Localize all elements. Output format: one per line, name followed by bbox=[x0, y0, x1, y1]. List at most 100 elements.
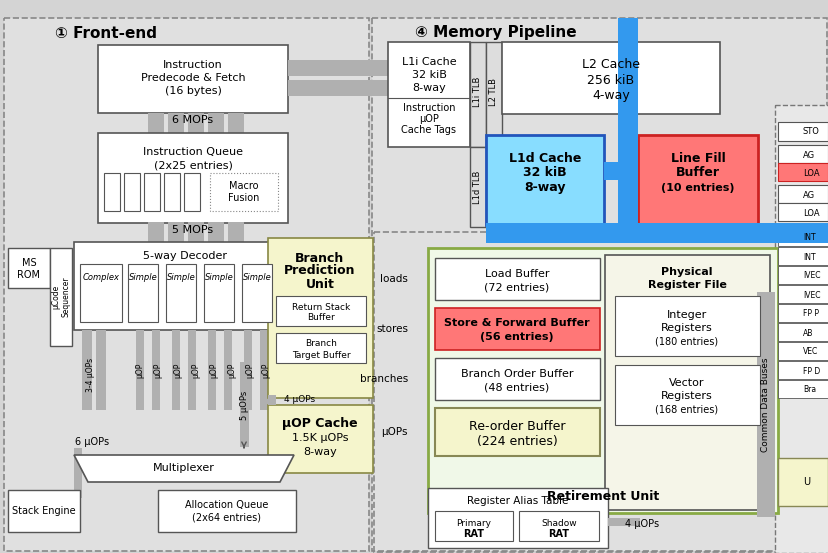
Text: L2 Cache: L2 Cache bbox=[581, 59, 639, 71]
Text: (72 entries): (72 entries) bbox=[484, 282, 549, 292]
Bar bbox=[80, 264, 122, 322]
Text: (2x25 entries): (2x25 entries) bbox=[153, 160, 232, 170]
Text: Fusion: Fusion bbox=[228, 193, 259, 203]
Bar bbox=[184, 173, 200, 211]
Bar bbox=[485, 42, 502, 147]
Text: 5 μOPs: 5 μOPs bbox=[240, 390, 249, 420]
Text: μOP: μOP bbox=[209, 362, 219, 378]
Text: Target Buffer: Target Buffer bbox=[291, 351, 350, 359]
Bar bbox=[607, 518, 639, 526]
Text: AG: AG bbox=[802, 150, 814, 159]
Text: (180 entries): (180 entries) bbox=[655, 336, 718, 346]
Text: Branch: Branch bbox=[295, 252, 344, 264]
Bar bbox=[152, 330, 160, 410]
Text: Instruction Queue: Instruction Queue bbox=[142, 147, 243, 157]
Bar bbox=[98, 133, 287, 223]
Bar bbox=[485, 223, 827, 243]
Bar bbox=[518, 511, 599, 541]
Bar bbox=[435, 408, 599, 456]
Text: 6 μOPs: 6 μOPs bbox=[75, 437, 109, 447]
Text: Cache Tags: Cache Tags bbox=[401, 125, 456, 135]
Text: Line Fill: Line Fill bbox=[670, 152, 724, 164]
Text: Simple: Simple bbox=[243, 274, 271, 283]
Text: ROM: ROM bbox=[17, 270, 41, 280]
Bar bbox=[74, 242, 296, 330]
Text: μOP: μOP bbox=[135, 362, 144, 378]
Text: RAT: RAT bbox=[463, 529, 484, 539]
Text: 6 MOPs: 6 MOPs bbox=[172, 115, 214, 125]
Text: 8-way: 8-way bbox=[303, 447, 336, 457]
Bar bbox=[128, 264, 158, 322]
Bar bbox=[168, 113, 184, 138]
Text: μOP: μOP bbox=[419, 114, 438, 124]
Bar bbox=[228, 222, 243, 248]
Bar bbox=[8, 490, 80, 532]
Text: L2 TLB: L2 TLB bbox=[489, 78, 498, 106]
Bar bbox=[240, 362, 248, 447]
Text: μOP: μOP bbox=[245, 362, 254, 378]
Text: μOPs: μOPs bbox=[381, 427, 407, 437]
Text: 256 kiB: 256 kiB bbox=[587, 74, 633, 86]
Text: Physical: Physical bbox=[661, 267, 712, 277]
Bar bbox=[267, 238, 373, 398]
Bar bbox=[267, 405, 373, 473]
Bar bbox=[435, 258, 599, 300]
Text: Prediction: Prediction bbox=[284, 264, 355, 278]
Bar bbox=[158, 490, 296, 532]
Text: Complex: Complex bbox=[83, 274, 119, 283]
Text: (224 entries): (224 entries) bbox=[476, 436, 556, 448]
Bar bbox=[242, 264, 272, 322]
Text: Simple: Simple bbox=[128, 274, 157, 283]
Text: Simple: Simple bbox=[205, 274, 233, 283]
Text: L1i Cache: L1i Cache bbox=[402, 57, 455, 67]
Bar bbox=[267, 395, 276, 405]
Bar bbox=[287, 80, 392, 96]
Text: FP D: FP D bbox=[802, 367, 819, 375]
Text: loads: loads bbox=[380, 274, 407, 284]
Text: 8-way: 8-way bbox=[412, 83, 445, 93]
Text: Common Data Buses: Common Data Buses bbox=[761, 358, 769, 452]
Text: LOA: LOA bbox=[802, 169, 819, 178]
Bar bbox=[276, 296, 365, 326]
Text: Register File: Register File bbox=[647, 280, 725, 290]
Bar bbox=[171, 330, 180, 410]
Bar bbox=[777, 203, 827, 221]
Text: RAT: RAT bbox=[548, 529, 569, 539]
Text: L1d TLB: L1d TLB bbox=[473, 170, 482, 204]
Bar bbox=[188, 330, 195, 410]
Text: Simple: Simple bbox=[166, 274, 195, 283]
Bar bbox=[469, 147, 485, 227]
Bar bbox=[604, 255, 769, 510]
Bar bbox=[777, 323, 827, 341]
Bar bbox=[777, 185, 827, 203]
Bar bbox=[204, 264, 233, 322]
Text: L1d Cache: L1d Cache bbox=[508, 152, 580, 164]
Bar bbox=[777, 247, 827, 265]
Text: (16 bytes): (16 bytes) bbox=[165, 86, 221, 96]
Text: Store & Forward Buffer: Store & Forward Buffer bbox=[444, 318, 589, 328]
Text: Retirement Unit: Retirement Unit bbox=[546, 491, 658, 503]
Text: 32 kiB: 32 kiB bbox=[522, 166, 566, 180]
Bar bbox=[144, 173, 160, 211]
Bar bbox=[604, 162, 621, 180]
Bar bbox=[209, 173, 277, 211]
Bar bbox=[148, 222, 164, 248]
Text: 4 μOPs: 4 μOPs bbox=[624, 519, 658, 529]
Text: Allocation Queue: Allocation Queue bbox=[185, 500, 268, 510]
Text: μOP Cache: μOP Cache bbox=[282, 416, 358, 430]
Bar bbox=[777, 458, 827, 506]
Text: Vector: Vector bbox=[668, 378, 704, 388]
Text: Return Stack: Return Stack bbox=[291, 302, 349, 311]
Bar bbox=[427, 488, 607, 548]
Bar bbox=[756, 292, 774, 517]
Bar bbox=[777, 285, 827, 303]
Text: AG: AG bbox=[802, 190, 814, 200]
Text: (48 entries): (48 entries) bbox=[484, 382, 549, 392]
Text: (2x64 entries): (2x64 entries) bbox=[192, 513, 261, 523]
Text: Stack Engine: Stack Engine bbox=[12, 506, 75, 516]
Bar bbox=[104, 173, 120, 211]
Text: Branch Order Buffer: Branch Order Buffer bbox=[460, 369, 572, 379]
Bar bbox=[372, 18, 826, 551]
Text: μOP: μOP bbox=[173, 362, 182, 378]
Text: branches: branches bbox=[359, 374, 407, 384]
